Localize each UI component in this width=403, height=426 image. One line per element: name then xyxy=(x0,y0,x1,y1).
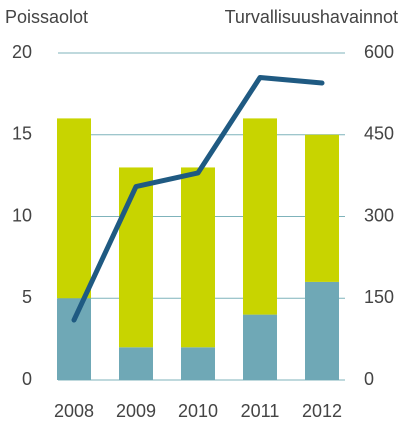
line xyxy=(71,75,325,323)
bar-segment xyxy=(119,347,153,380)
y-tick-label: 5 xyxy=(22,287,32,307)
y2-axis-label: Turvallisuushavainnot xyxy=(225,7,398,27)
y2-tick-label: 150 xyxy=(364,287,394,307)
y2-tick-label: 300 xyxy=(364,205,394,225)
bar-segment xyxy=(305,281,339,380)
bar-segment xyxy=(243,118,277,315)
x-tick-label: 2010 xyxy=(178,401,218,421)
y2-tick-label: 600 xyxy=(364,42,394,62)
y-tick-label: 10 xyxy=(12,205,32,225)
bar-segment xyxy=(57,118,91,299)
y-axis-label: Poissaolot xyxy=(5,7,88,27)
y2-tick-label: 450 xyxy=(364,124,394,144)
x-tick-label: 2009 xyxy=(116,401,156,421)
bar-segment xyxy=(57,298,91,380)
x-tick-label: 2011 xyxy=(241,401,280,421)
bar-segment xyxy=(181,167,215,348)
x-tick-label: 2012 xyxy=(302,401,342,421)
y-tick-label: 0 xyxy=(22,369,32,389)
x-tick-label: 2008 xyxy=(54,401,94,421)
y-tick-label: 15 xyxy=(12,124,32,144)
bar-segment xyxy=(243,314,277,380)
y-tick-label: 20 xyxy=(12,42,32,62)
y2-tick-label: 0 xyxy=(364,369,374,389)
bar-segment xyxy=(119,167,153,348)
bar-segment xyxy=(181,347,215,380)
bar-segment xyxy=(305,134,339,282)
